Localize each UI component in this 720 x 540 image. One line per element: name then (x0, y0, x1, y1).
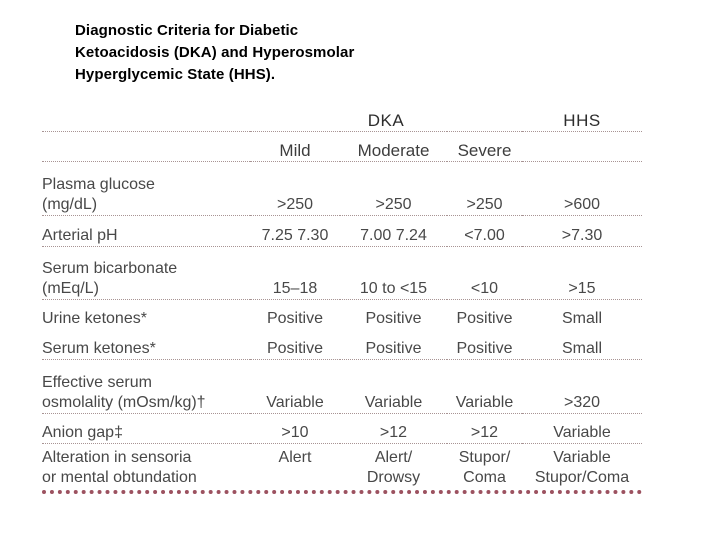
cell-value: Positive (250, 329, 340, 360)
cell-value: 7.25 7.30 (250, 215, 340, 247)
cell-value: Stupor/ Coma (458, 448, 511, 486)
row-label: Urine ketones* (42, 310, 147, 327)
cell-value: Variable Stupor/Coma (534, 448, 630, 486)
table-row-plasma-glucose: Plasma glucose (mg/dL) >250 >250 >250 >6… (42, 161, 642, 216)
group-header-row: DKA HHS (42, 103, 642, 132)
cell-value: <7.00 (447, 215, 522, 247)
slide-title: Diagnostic Criteria for Diabetic Ketoaci… (75, 22, 355, 83)
row-label: Arterial pH (42, 215, 250, 247)
row-label: Plasma glucose (mg/dL) (42, 161, 250, 216)
cell-value: Positive (456, 310, 513, 327)
cell-value: >10 (250, 413, 340, 444)
cell-value: Positive (447, 329, 522, 360)
cell-value: >15 (522, 246, 642, 300)
cell-value: >12 (447, 413, 522, 444)
criteria-table: DKA HHS Mild Moderate Severe Plasma gluc… (42, 103, 642, 489)
row-label: Serum ketones* (42, 329, 250, 360)
group-header-hhs: HHS (522, 103, 642, 132)
corner-cell (42, 103, 250, 132)
criteria-table-container: DKA HHS Mild Moderate Severe Plasma gluc… (42, 103, 642, 494)
cell-value: >600 (522, 161, 642, 216)
row-label: Anion gap‡ (42, 413, 250, 444)
table-row-anion-gap: Anion gap‡ >10 >12 >12 Variable (42, 413, 642, 444)
row-label: Alteration in sensoria or mental obtunda… (42, 448, 197, 486)
cell-value: Positive (266, 310, 324, 327)
col-header-hhs-empty (522, 131, 642, 162)
cell-value: >7.30 (522, 215, 642, 247)
cell-value: Variable (447, 359, 522, 414)
cell-value: Variable (250, 359, 340, 414)
cell-value: 10 to <15 (340, 246, 447, 300)
col-header-moderate: Moderate (340, 131, 447, 162)
cell-value: <10 (447, 246, 522, 300)
table-row-effective-serum-osmolality: Effective serum osmolality (mOsm/kg)† Va… (42, 359, 642, 414)
col-header-mild: Mild (250, 131, 340, 162)
cell-value: Small (561, 310, 602, 327)
cell-value: >250 (250, 161, 340, 216)
sub-header-row: Mild Moderate Severe (42, 131, 642, 162)
cell-value: >320 (522, 359, 642, 414)
cell-value: 7.00 7.24 (340, 215, 447, 247)
cell-value: Positive (340, 329, 447, 360)
table-row-arterial-ph: Arterial pH 7.25 7.30 7.00 7.24 <7.00 >7… (42, 215, 642, 247)
table-row-serum-ketones: Serum ketones* Positive Positive Positiv… (42, 329, 642, 360)
cell-value: >250 (447, 161, 522, 216)
table-row-urine-ketones: Urine ketones* Positive Positive Positiv… (42, 299, 642, 329)
cell-value: Alert/ Drowsy (366, 448, 421, 486)
cell-value: Variable (522, 413, 642, 444)
table-row-serum-bicarbonate: Serum bicarbonate (mEq/L) 15–18 10 to <1… (42, 246, 642, 300)
cell-value: 15–18 (250, 246, 340, 300)
group-header-dka: DKA (250, 103, 522, 132)
cell-value: Small (522, 329, 642, 360)
corner-cell (42, 131, 250, 162)
col-header-severe: Severe (447, 131, 522, 162)
cell-value: >250 (340, 161, 447, 216)
cell-value: >12 (340, 413, 447, 444)
row-label: Effective serum osmolality (mOsm/kg)† (42, 359, 250, 414)
cell-value: Positive (365, 310, 422, 327)
cell-value: Alert (278, 448, 312, 466)
row-label: Serum bicarbonate (mEq/L) (42, 246, 250, 300)
table-row-alteration-sensoria: Alteration in sensoria or mental obtunda… (42, 443, 642, 489)
table-bottom-rule (42, 490, 642, 494)
cell-value: Variable (340, 359, 447, 414)
